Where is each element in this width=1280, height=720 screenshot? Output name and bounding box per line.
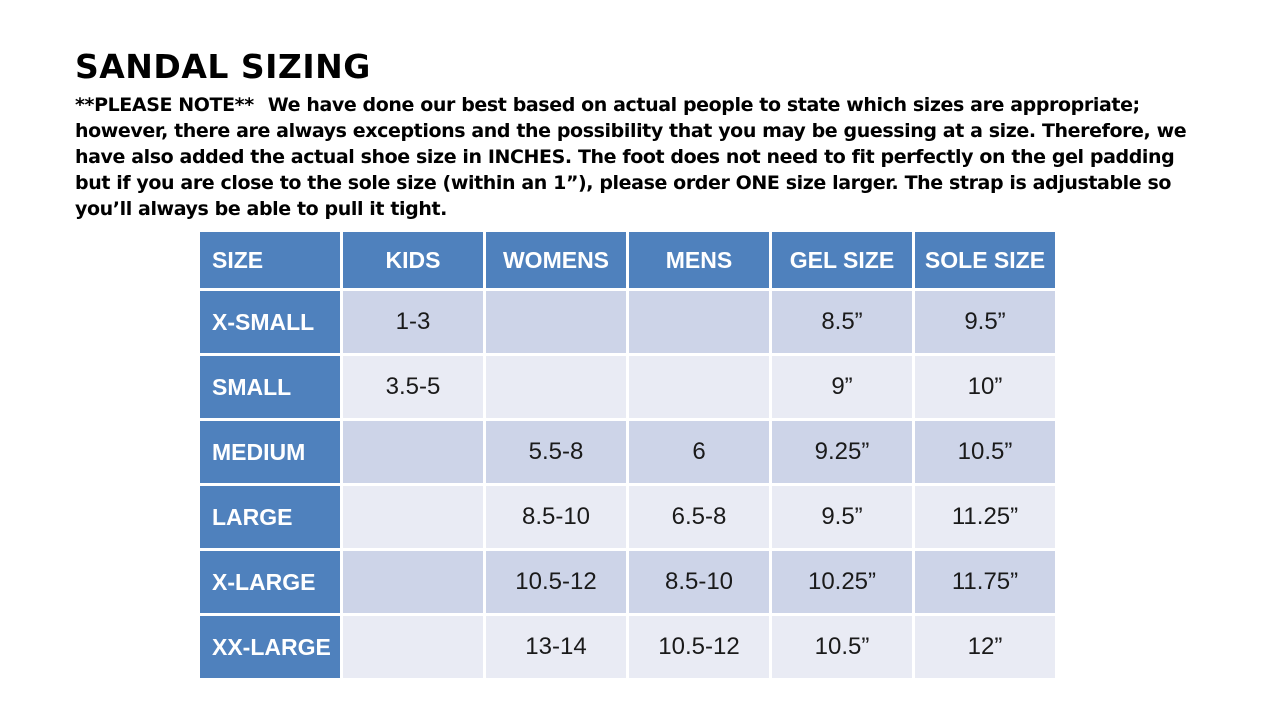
sizing-table-body: X-SMALL 1-3 8.5” 9.5” SMALL 3.5-5 9” 10”… xyxy=(200,291,1055,678)
table-row-x-large: X-LARGE 10.5-12 8.5-10 10.25” 11.75” xyxy=(200,551,1055,613)
page-title: SANDAL SIZING xyxy=(75,47,371,86)
cell-mens xyxy=(629,356,769,418)
sizing-table-header: SIZE KIDS WOMENS MENS GEL SIZE SOLE SIZE xyxy=(200,232,1055,288)
note-paragraph: **PLEASE NOTE** We have done our best bas… xyxy=(75,92,1193,222)
cell-gel-size: 10.25” xyxy=(772,551,912,613)
table-row-small: SMALL 3.5-5 9” 10” xyxy=(200,356,1055,418)
sizing-table: SIZE KIDS WOMENS MENS GEL SIZE SOLE SIZE… xyxy=(197,229,1058,681)
cell-kids xyxy=(343,616,483,678)
cell-gel-size: 9.5” xyxy=(772,486,912,548)
cell-womens: 8.5-10 xyxy=(486,486,626,548)
cell-sole-size: 11.75” xyxy=(915,551,1055,613)
row-label: X-SMALL xyxy=(200,291,340,353)
cell-sole-size: 12” xyxy=(915,616,1055,678)
header-row: SIZE KIDS WOMENS MENS GEL SIZE SOLE SIZE xyxy=(200,232,1055,288)
cell-kids: 1-3 xyxy=(343,291,483,353)
cell-mens: 6.5-8 xyxy=(629,486,769,548)
row-label: SMALL xyxy=(200,356,340,418)
cell-mens: 10.5-12 xyxy=(629,616,769,678)
header-gel-size: GEL SIZE xyxy=(772,232,912,288)
cell-sole-size: 10.5” xyxy=(915,421,1055,483)
table-row-large: LARGE 8.5-10 6.5-8 9.5” 11.25” xyxy=(200,486,1055,548)
cell-sole-size: 9.5” xyxy=(915,291,1055,353)
table-row-medium: MEDIUM 5.5-8 6 9.25” 10.5” xyxy=(200,421,1055,483)
cell-gel-size: 10.5” xyxy=(772,616,912,678)
cell-kids xyxy=(343,551,483,613)
note-prefix: **PLEASE NOTE** xyxy=(75,94,254,116)
cell-mens: 6 xyxy=(629,421,769,483)
intro-block: SANDAL SIZING **PLEASE NOTE** We have don… xyxy=(75,48,1193,222)
row-label: X-LARGE xyxy=(200,551,340,613)
header-kids: KIDS xyxy=(343,232,483,288)
cell-kids xyxy=(343,486,483,548)
cell-womens xyxy=(486,356,626,418)
cell-gel-size: 9” xyxy=(772,356,912,418)
cell-womens: 5.5-8 xyxy=(486,421,626,483)
cell-kids xyxy=(343,421,483,483)
row-label: XX-LARGE xyxy=(200,616,340,678)
header-sole-size: SOLE SIZE xyxy=(915,232,1055,288)
cell-gel-size: 8.5” xyxy=(772,291,912,353)
header-size: SIZE xyxy=(200,232,340,288)
cell-sole-size: 11.25” xyxy=(915,486,1055,548)
row-label: LARGE xyxy=(200,486,340,548)
cell-gel-size: 9.25” xyxy=(772,421,912,483)
row-label: MEDIUM xyxy=(200,421,340,483)
cell-mens xyxy=(629,291,769,353)
cell-kids: 3.5-5 xyxy=(343,356,483,418)
cell-sole-size: 10” xyxy=(915,356,1055,418)
sizing-table-container: SIZE KIDS WOMENS MENS GEL SIZE SOLE SIZE… xyxy=(197,229,1058,681)
note-body: We have done our best based on actual pe… xyxy=(75,94,1187,220)
cell-womens: 13-14 xyxy=(486,616,626,678)
cell-mens: 8.5-10 xyxy=(629,551,769,613)
table-row-x-small: X-SMALL 1-3 8.5” 9.5” xyxy=(200,291,1055,353)
cell-womens xyxy=(486,291,626,353)
header-mens: MENS xyxy=(629,232,769,288)
cell-womens: 10.5-12 xyxy=(486,551,626,613)
table-row-xx-large: XX-LARGE 13-14 10.5-12 10.5” 12” xyxy=(200,616,1055,678)
header-womens: WOMENS xyxy=(486,232,626,288)
